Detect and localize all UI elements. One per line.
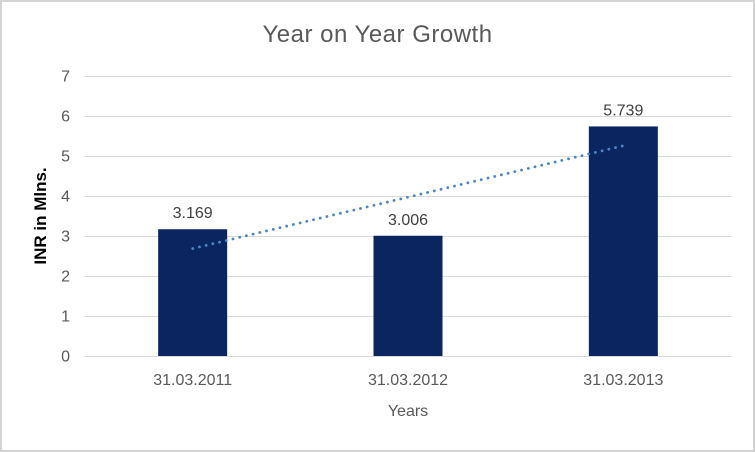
y-tick-label: 7	[61, 69, 70, 86]
y-tick-label: 6	[61, 109, 70, 126]
y-tick-label: 5	[61, 149, 70, 166]
y-tick-label: 4	[61, 189, 70, 206]
bar	[373, 235, 443, 356]
trendline	[191, 144, 625, 250]
x-axis-title: Years	[387, 403, 429, 420]
y-tick-label: 0	[61, 349, 70, 366]
bar	[158, 229, 228, 356]
chart-title: Year on Year Growth	[262, 21, 493, 48]
y-tick-label: 1	[61, 309, 70, 326]
bar-data-label: 3.169	[173, 205, 213, 222]
y-tick-label: 3	[61, 229, 70, 246]
x-tick-label: 31.03.2013	[583, 372, 663, 389]
bar-data-label: 5.739	[603, 102, 643, 119]
bar-data-label: 3.006	[388, 212, 428, 229]
x-tick-label: 31.03.2011	[153, 372, 232, 389]
y-tick-label: 2	[61, 269, 70, 286]
x-tick-label: 31.03.2012	[368, 372, 448, 389]
bar	[588, 126, 658, 356]
